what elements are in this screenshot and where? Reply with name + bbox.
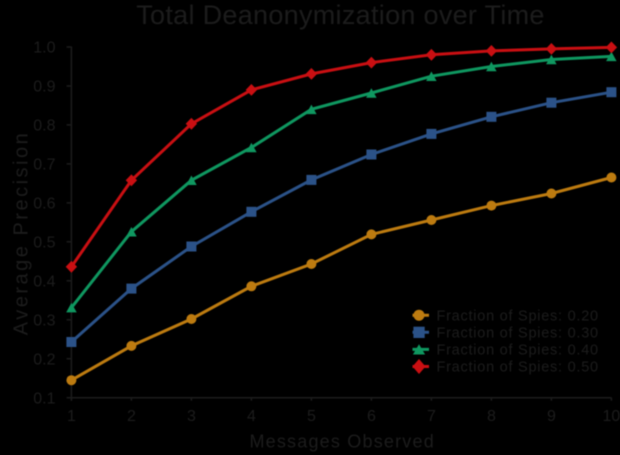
svg-text:Fraction of Spies: 0.50: Fraction of Spies: 0.50 — [437, 360, 599, 376]
svg-text:0.4: 0.4 — [33, 273, 55, 290]
svg-text:0.7: 0.7 — [33, 157, 55, 174]
svg-text:1: 1 — [67, 408, 76, 425]
svg-text:5: 5 — [307, 408, 316, 425]
svg-text:0.9: 0.9 — [33, 79, 55, 96]
svg-text:0.8: 0.8 — [33, 118, 55, 135]
svg-text:0.6: 0.6 — [33, 196, 55, 213]
svg-text:0.3: 0.3 — [33, 312, 55, 329]
svg-text:3: 3 — [187, 408, 196, 425]
svg-text:2: 2 — [127, 408, 136, 425]
svg-text:4: 4 — [247, 408, 256, 425]
svg-text:Messages Observed: Messages Observed — [249, 432, 434, 452]
svg-text:7: 7 — [427, 408, 436, 425]
svg-text:6: 6 — [367, 408, 376, 425]
svg-text:0.1: 0.1 — [33, 390, 55, 407]
svg-text:Average Precision: Average Precision — [10, 131, 32, 335]
svg-text:0.5: 0.5 — [33, 234, 55, 251]
svg-text:0.2: 0.2 — [33, 351, 55, 368]
svg-text:Fraction of Spies: 0.20: Fraction of Spies: 0.20 — [437, 308, 599, 324]
svg-text:Fraction of Spies: 0.40: Fraction of Spies: 0.40 — [437, 343, 599, 359]
svg-text:Fraction of Spies: 0.30: Fraction of Spies: 0.30 — [437, 326, 599, 342]
svg-text:10: 10 — [603, 408, 620, 425]
svg-text:Total Deanonymization over Tim: Total Deanonymization over Time — [136, 0, 545, 30]
svg-text:9: 9 — [547, 408, 556, 425]
svg-text:1.0: 1.0 — [33, 40, 55, 57]
svg-text:8: 8 — [487, 408, 496, 425]
